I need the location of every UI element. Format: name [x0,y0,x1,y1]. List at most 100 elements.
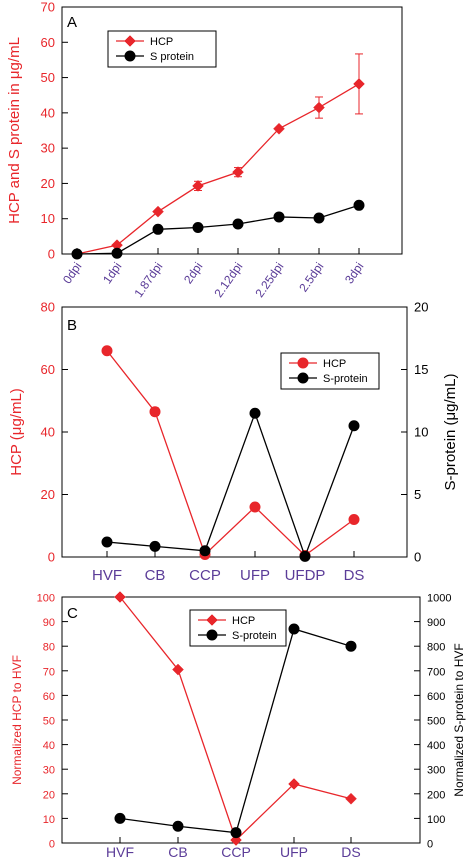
y-tick-label: 50 [43,716,55,728]
legend-swatch-marker [297,372,309,384]
data-point-hcp [149,406,161,418]
data-point-hcp [232,166,244,178]
x-tick-label: 2.25dpi [252,260,286,300]
y2-axis-label: Normalized S-protein to HVF [452,643,466,796]
panel-A-label: A [67,14,77,31]
x-tick-label: 1.87dpi [131,260,165,300]
legend-label: S-protein [232,630,277,642]
x-tick-label: UFP [280,844,308,860]
data-point-hcp [345,792,357,805]
data-point-hcp [273,122,285,135]
y-axis-label: HCP (μg/mL) [8,388,25,476]
series-line-s-protein [106,411,355,559]
legend-label: HCP [150,36,173,48]
data-point-s-protein [172,820,184,832]
panel-A-frame [61,6,403,255]
data-point-s-protein [230,827,242,839]
y2-tick-label: 700 [427,666,445,678]
legend-swatch-marker [124,50,136,62]
data-point-s-protein [249,407,261,419]
y-tick-label: 10 [41,211,55,226]
y-tick-label: 0 [48,247,55,262]
x-tick-label: CB [168,844,187,860]
y2-tick-label: 20 [414,300,428,315]
legend-swatch-marker [124,35,136,47]
data-point-hcp [348,514,360,525]
data-point-hcp [101,345,113,357]
y2-tick-label: 0 [427,839,433,851]
legend-swatch-marker [206,614,218,626]
y2-tick-label: 300 [427,765,445,777]
data-point-s-protein [313,212,325,224]
data-point-hcp [249,501,261,513]
x-tick-label: CCP [221,844,251,860]
series-line-s-protein [119,628,352,834]
x-tick-label: 2dpi [181,260,205,287]
data-point-s-protein [353,199,365,211]
y2-tick-label: 5 [414,487,421,502]
y-axis-label: Normalized HCP to HVF [10,655,24,785]
data-point-s-protein [348,420,360,432]
data-point-s-protein [114,812,126,824]
y2-tick-label: 800 [427,642,445,654]
y-axis-label: HCP and S protein in μg/mL [6,37,23,224]
y2-tick-label: 500 [427,716,445,728]
y2-tick-label: 1000 [427,593,451,605]
y-tick-label: 70 [41,0,55,15]
data-point-s-protein [288,623,300,635]
legend-box-B [280,352,380,390]
y2-tick-label: 0 [414,550,421,565]
data-point-s-protein [192,222,204,234]
data-point-s-protein [273,211,285,223]
x-tick-label: UFP [240,567,270,584]
y-tick-label: 80 [41,300,55,315]
data-point-hcp [353,78,365,90]
y2-tick-label: 200 [427,789,445,801]
y-tick-label: 40 [41,105,55,120]
data-point-hcp [172,663,184,676]
y-tick-label: 20 [43,789,55,801]
y2-tick-label: 10 [414,425,428,440]
series-line-hcp [106,350,355,557]
y-tick-label: 60 [41,362,55,377]
series-line-s-protein [76,204,360,255]
data-point-s-protein [299,550,311,562]
legend-label: S protein [150,51,194,63]
y2-tick-label: 600 [427,691,445,703]
y2-tick-label: 100 [427,814,445,826]
data-point-s-protein [101,536,113,548]
y-tick-label: 0 [48,550,55,565]
x-tick-label: UFDP [285,567,326,584]
x-tick-label: DS [344,567,365,584]
x-tick-label: 2.12dpi [211,260,245,300]
data-point-hcp [288,778,300,790]
legend-swatch-marker [206,629,218,641]
data-point-s-protein [199,545,211,557]
x-tick-label: HVF [106,844,134,860]
y2-tick-label: 15 [414,362,428,377]
data-point-s-protein [345,640,357,652]
legend-label: HCP [323,358,346,370]
x-tick-label: CCP [189,567,221,584]
y-tick-label: 80 [43,642,55,654]
legend-box-C [189,609,287,647]
y-tick-label: 20 [41,487,55,502]
data-point-s-protein [111,247,123,259]
legend-box-A [107,30,217,68]
data-point-s-protein [71,248,83,260]
data-point-s-protein [152,223,164,235]
data-point-s-protein [232,218,244,230]
y-tick-label: 90 [43,617,55,629]
x-tick-label: 3dpi [342,260,366,287]
y-tick-label: 0 [49,839,55,851]
y-tick-label: 50 [41,70,55,85]
panel-C-label: C [67,605,78,622]
legend-swatch-marker [297,357,309,369]
y-tick-label: 70 [43,666,55,678]
y2-axis-label: S-protein (μg/mL) [442,373,459,490]
y-tick-label: 60 [43,691,55,703]
y-tick-label: 40 [41,425,55,440]
y-tick-label: 30 [43,765,55,777]
data-point-hcp [313,101,325,114]
